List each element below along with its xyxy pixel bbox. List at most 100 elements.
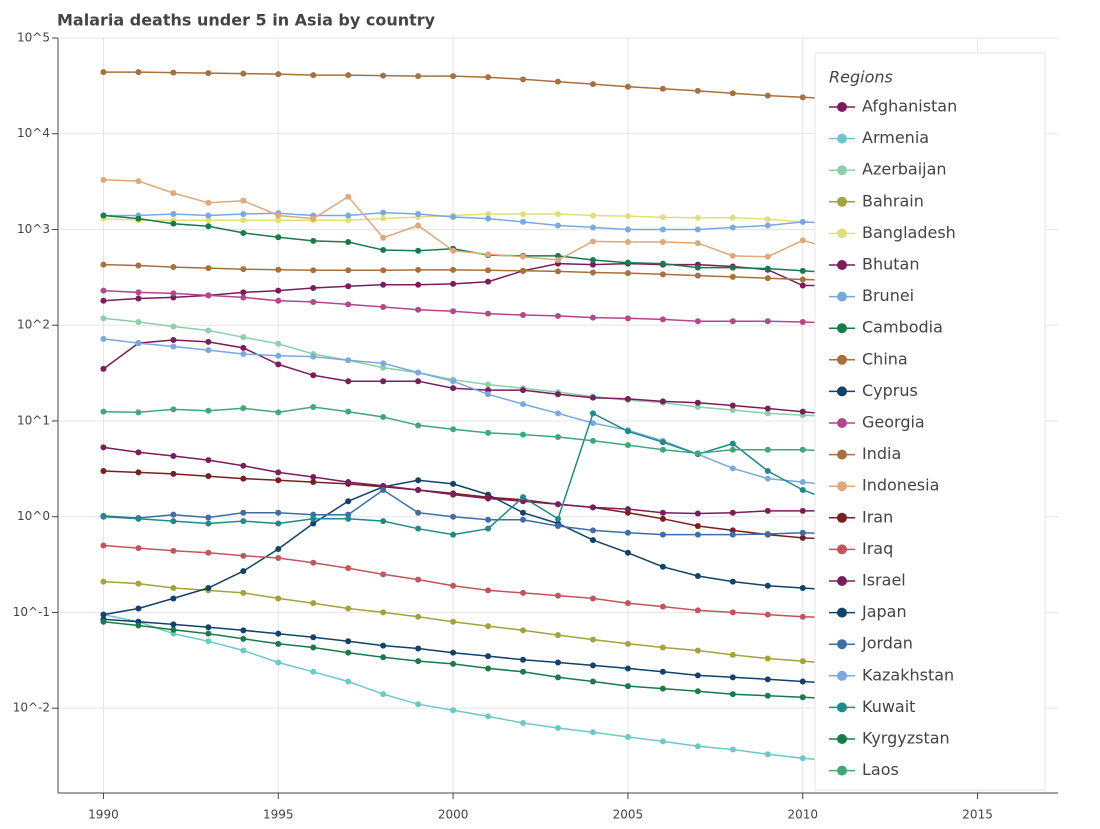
point	[799, 276, 806, 283]
point	[170, 547, 177, 554]
point	[275, 361, 282, 368]
point	[485, 310, 492, 317]
point	[170, 595, 177, 602]
point	[624, 683, 631, 690]
point	[450, 649, 457, 656]
point	[345, 649, 352, 656]
legend-label: Bahrain	[862, 191, 924, 210]
point	[205, 407, 212, 414]
x-tick-label: 1995	[263, 808, 294, 822]
point	[415, 378, 422, 385]
point	[100, 408, 107, 415]
point	[170, 337, 177, 344]
point	[485, 74, 492, 81]
point	[555, 592, 561, 599]
point	[485, 278, 492, 285]
point	[345, 511, 352, 518]
point	[415, 701, 422, 708]
legend-label: Iraq	[862, 539, 893, 558]
point	[170, 453, 177, 460]
point	[520, 720, 527, 727]
point	[589, 595, 596, 602]
point	[135, 178, 142, 185]
point	[659, 603, 666, 610]
point	[415, 422, 422, 429]
legend-label: China	[862, 349, 908, 368]
point	[205, 473, 212, 480]
point	[170, 264, 177, 271]
point	[310, 600, 317, 607]
point	[485, 653, 492, 660]
point	[275, 477, 282, 484]
legend-label: Armenia	[862, 128, 929, 147]
point	[100, 611, 107, 618]
y-tick-label: 10^1	[17, 413, 50, 427]
point	[450, 308, 457, 315]
point	[764, 530, 771, 537]
point	[555, 674, 561, 681]
point	[450, 280, 457, 287]
point	[694, 672, 701, 679]
point	[485, 391, 492, 398]
point	[205, 217, 212, 224]
point	[799, 529, 806, 536]
point	[659, 531, 666, 538]
point	[799, 479, 806, 486]
point	[485, 251, 492, 258]
legend-label: Kyrgyzstan	[862, 729, 950, 748]
point	[205, 70, 212, 77]
point	[345, 267, 352, 274]
point	[589, 314, 596, 321]
point	[659, 668, 666, 675]
point	[310, 479, 317, 486]
point	[135, 605, 142, 612]
point	[310, 353, 317, 360]
point	[380, 72, 387, 79]
legend: Regions Afghanistan Armenia Azerbaijan Bahr…	[814, 52, 1046, 791]
point	[100, 618, 107, 625]
point	[729, 252, 736, 259]
point	[624, 395, 631, 402]
point	[450, 213, 457, 220]
point	[415, 613, 422, 620]
point	[310, 372, 317, 379]
point	[450, 618, 457, 625]
point	[275, 409, 282, 416]
point	[764, 751, 771, 758]
point	[170, 290, 177, 297]
point	[520, 668, 527, 675]
point	[589, 437, 596, 444]
point	[205, 638, 212, 645]
point	[694, 522, 701, 529]
point	[345, 357, 352, 364]
point	[520, 311, 527, 318]
point	[275, 630, 282, 637]
point	[555, 252, 561, 259]
point	[100, 69, 107, 76]
point	[799, 507, 806, 514]
point	[694, 510, 701, 517]
point	[729, 674, 736, 681]
point	[799, 282, 806, 289]
point	[275, 520, 282, 527]
point	[380, 571, 387, 578]
legend-swatch	[837, 639, 847, 650]
point	[135, 289, 142, 296]
point	[520, 387, 527, 394]
point	[659, 685, 666, 692]
point	[345, 498, 352, 505]
point	[485, 516, 492, 523]
point	[764, 253, 771, 260]
point	[450, 491, 457, 498]
point	[100, 287, 107, 294]
point	[380, 267, 387, 274]
point	[624, 259, 631, 266]
point	[275, 659, 282, 666]
point	[624, 315, 631, 322]
point	[624, 226, 631, 233]
point	[659, 238, 666, 245]
point	[659, 509, 666, 516]
point	[659, 398, 666, 405]
point	[729, 691, 736, 698]
point	[764, 611, 771, 618]
